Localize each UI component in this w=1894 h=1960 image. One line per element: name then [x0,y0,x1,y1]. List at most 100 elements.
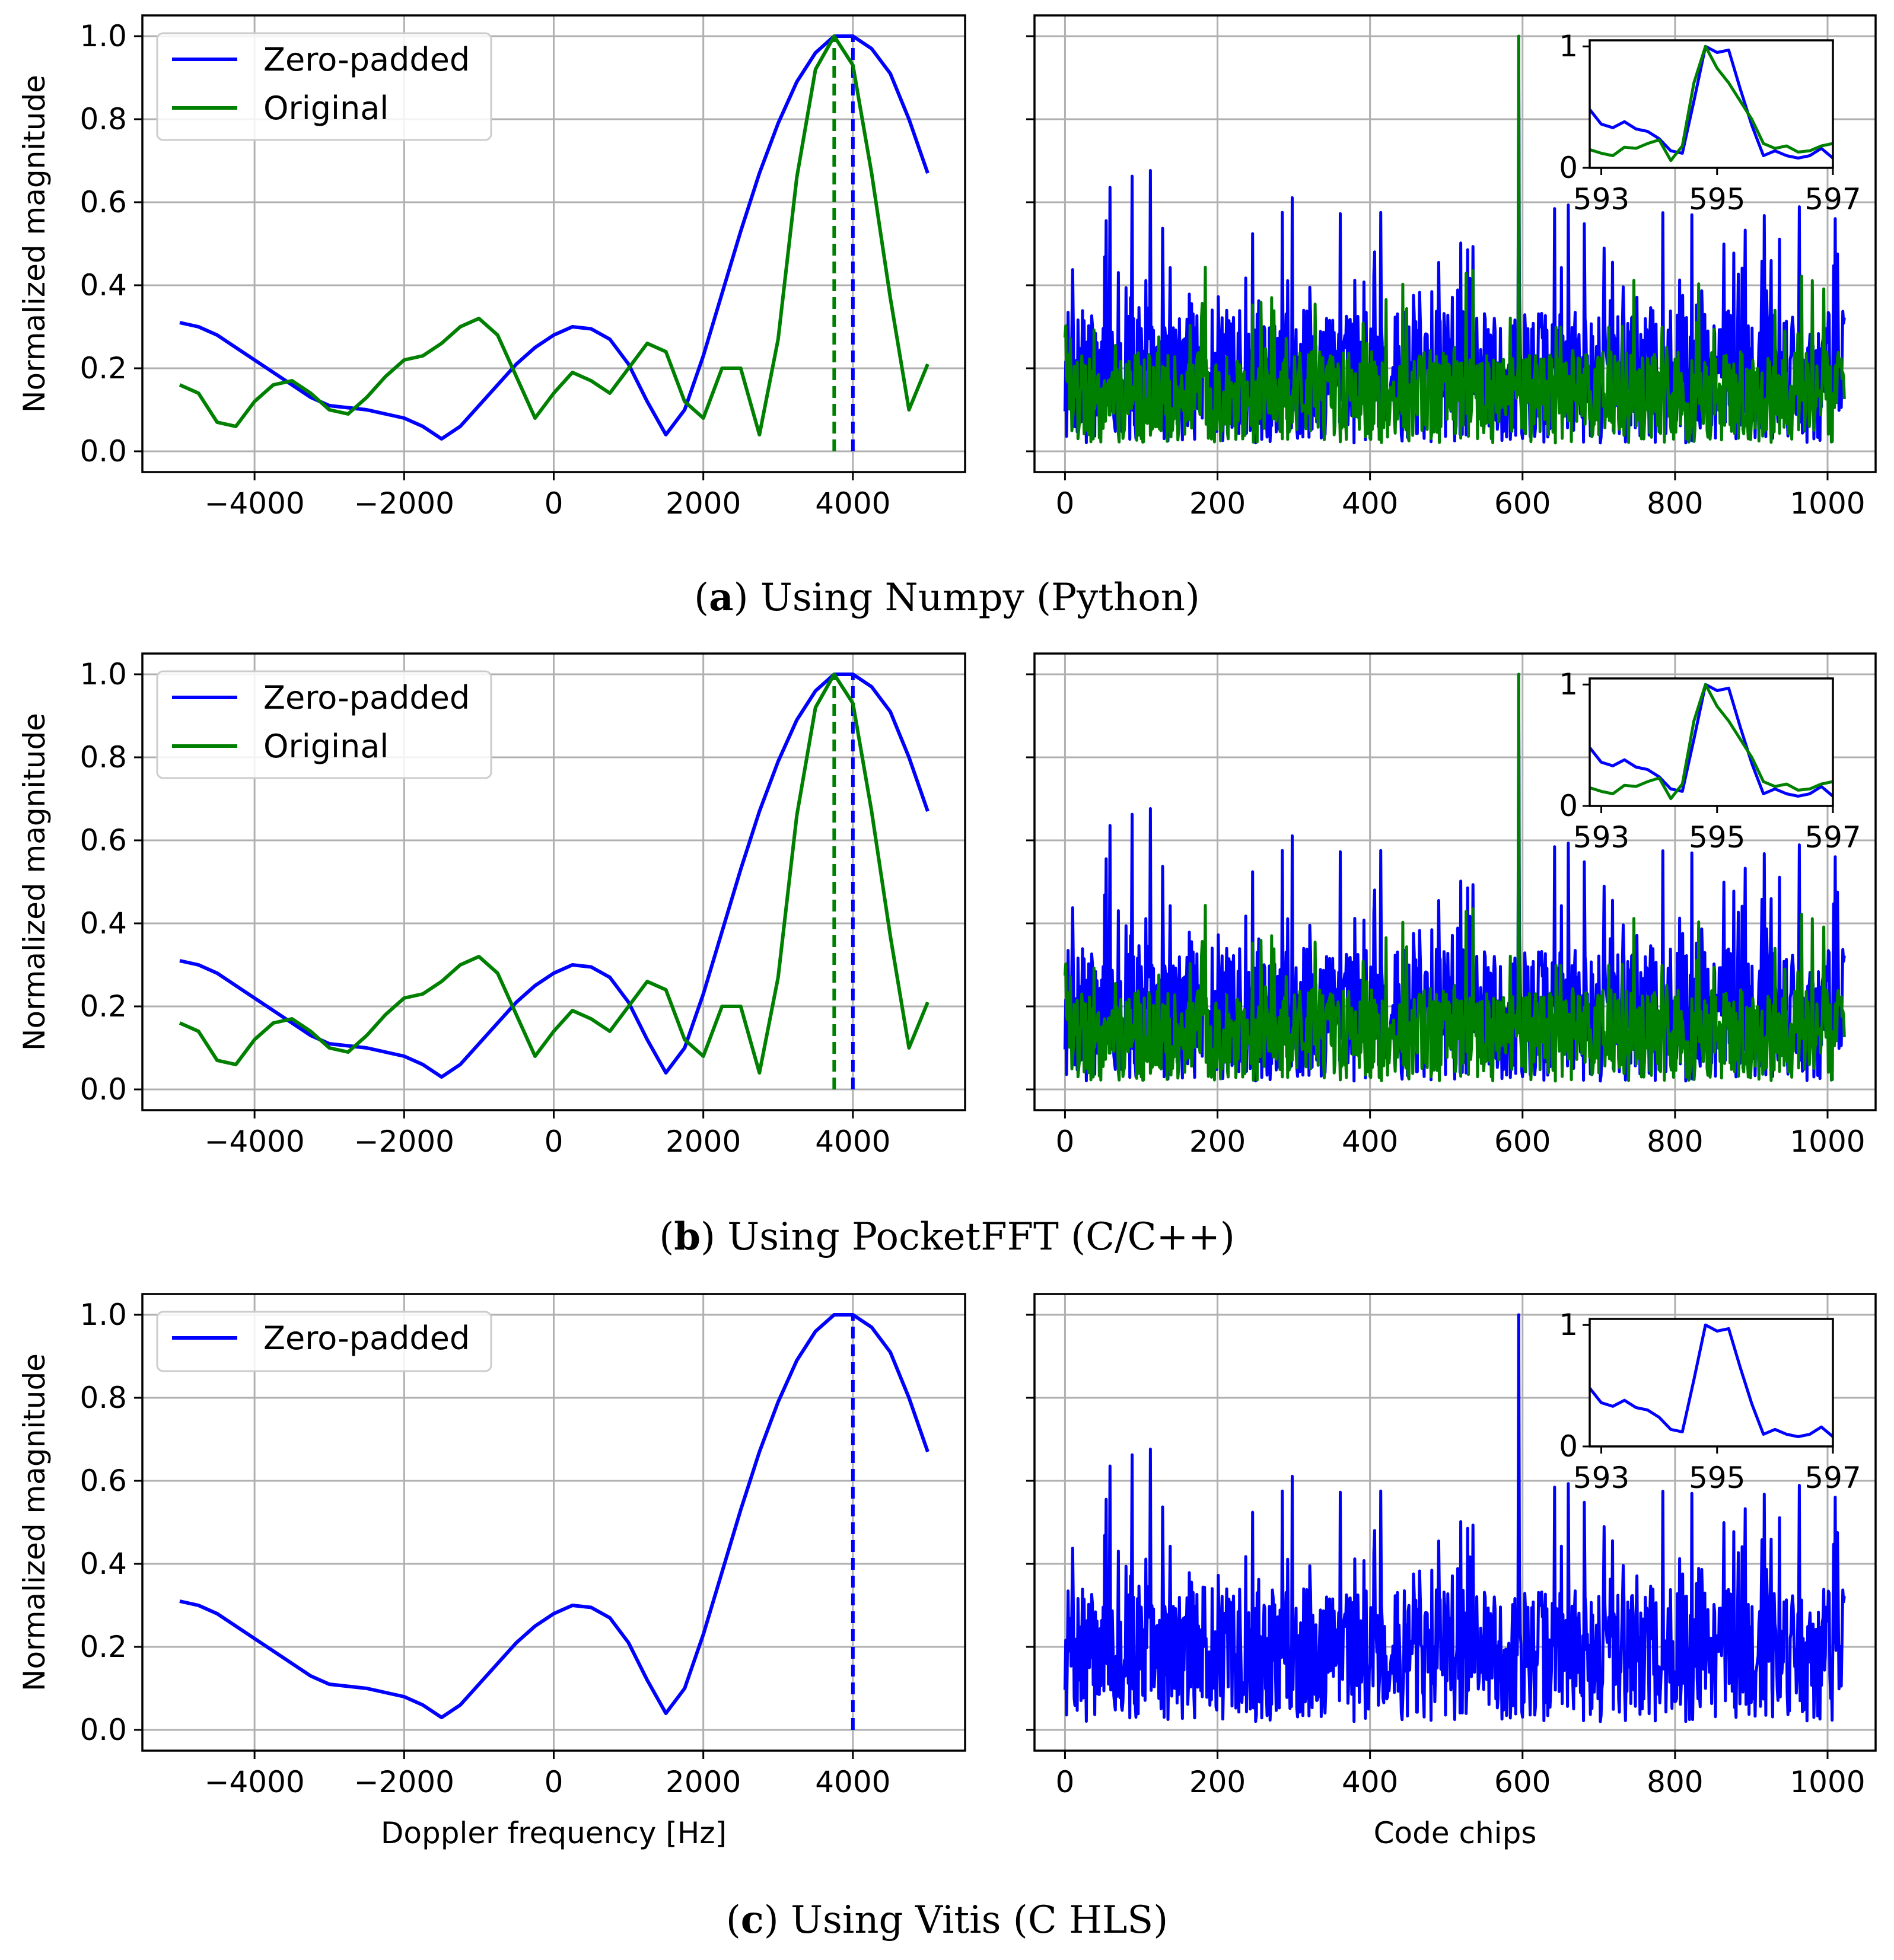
original-legend-label: Original [263,728,389,765]
legend: Zero-padded [156,1311,492,1372]
y-tick-label: 0.2 [79,989,127,1024]
inset-x-tick-label: 597 [1804,1461,1861,1495]
x-tick-label: 800 [1647,1765,1703,1799]
y-tick-label: 0.4 [79,906,127,941]
original-inset-line [1589,683,1833,801]
x-tick-label: 800 [1647,486,1703,521]
x-tick-label: 1000 [1790,1124,1865,1159]
y-tick-label: 0.8 [79,1381,127,1415]
x-tick-label: 4000 [815,486,890,521]
y-tick-label: 0.0 [79,434,127,469]
x-tick-label: −2000 [354,486,454,521]
inset-frame [1589,39,1834,169]
inset-x-tick-label: 593 [1573,1461,1629,1495]
doppler-plot-a: −4000 −2000 0 2000 4000 0.0 0.2 0.4 0.6 0.8 1.0 Nor… [17,14,966,521]
y-tick-label: 0.2 [79,351,127,385]
y-tick-label: 0.8 [79,740,127,775]
axes-frame [1033,14,1877,473]
zero_padded-doppler-line [179,1313,930,1719]
zero_padded-legend-label: Zero-padded [263,679,470,716]
inset-x-tick-label: 597 [1804,182,1861,216]
original-code-line [1063,34,1846,445]
inset-c: 593 595 597 0 1 [1559,1308,1861,1495]
y-tick-label: 1.0 [79,657,127,691]
inset-x-tick-label: 593 [1573,820,1629,855]
x-axis-label: Doppler frequency [Hz] [381,1816,727,1850]
inset-y-tick-label: 1 [1559,29,1578,63]
x-tick-label: −4000 [205,1124,305,1159]
y-tick-label: 1.0 [79,1298,127,1332]
x-tick-label: 600 [1494,1765,1551,1799]
y-tick-label: 0.8 [79,102,127,136]
x-tick-label: −4000 [205,486,305,521]
legend-box [156,1311,492,1372]
x-tick-label: −2000 [354,1124,454,1159]
inset-frame [1589,1318,1834,1448]
inset-frame [1589,677,1834,807]
y-axis-label: Normalized magnitude [17,75,52,413]
caption-c: (c) Using Vitis (C HLS) [725,1898,1169,1942]
x-tick-label: −2000 [354,1765,454,1799]
x-tick-label: 200 [1189,1124,1246,1159]
x-tick-label: 2000 [666,1765,741,1799]
x-tick-label: 600 [1494,1124,1551,1159]
zero_padded-inset-line [1589,1323,1834,1439]
x-tick-label: 400 [1342,1765,1398,1799]
x-tick-label: 1000 [1790,486,1865,521]
y-tick-label: 0.6 [79,185,127,219]
x-tick-label: 0 [545,1765,564,1799]
y-tick-label: 0.6 [79,823,127,858]
x-tick-label: 2000 [666,486,741,521]
inset-y-tick-label: 0 [1559,1429,1578,1464]
x-tick-label: 4000 [815,1124,890,1159]
y-tick-label: 0.0 [79,1072,127,1107]
x-axis-label: Code chips [1374,1816,1537,1850]
zero_padded-legend-label: Zero-padded [263,41,470,78]
inset-b: 593 595 597 0 1 [1559,667,1861,855]
original-legend-label: Original [263,90,389,127]
original-code-line [1063,673,1846,1083]
y-tick-label: 1.0 [79,19,127,53]
legend-box [156,670,492,779]
x-tick-label: 200 [1189,1765,1246,1799]
x-tick-label: 0 [1056,1765,1075,1799]
zero_padded-code-line [1063,1313,1846,1723]
zero_padded-inset-line [1589,683,1834,798]
caption-a: (a) Using Numpy (Python) [694,575,1200,620]
original-doppler-line [179,673,930,1075]
zero_padded-doppler-line [179,34,930,441]
y-tick-label: 0.4 [79,268,127,302]
x-tick-label: 1000 [1790,1765,1865,1799]
inset-x-tick-label: 595 [1689,1461,1745,1495]
axes-frame [1033,1293,1877,1752]
legend-box [156,32,492,141]
y-tick-label: 0.2 [79,1630,127,1664]
inset-x-tick-label: 595 [1689,820,1745,855]
caption-b: (b) Using PocketFFT (C/C++) [659,1215,1235,1259]
code-plot-b: 0 200 400 600 800 1000 593 595 597 0 1 [1026,652,1877,1159]
zero_padded-inset-line [1589,44,1834,160]
x-tick-label: 0 [1056,486,1075,521]
inset-x-tick-label: 595 [1689,182,1745,216]
legend: Zero-padded Original [156,32,492,141]
x-tick-label: 800 [1647,1124,1703,1159]
x-tick-label: 400 [1342,1124,1398,1159]
doppler-plot-c: −4000 −2000 0 2000 4000 0.0 0.2 0.4 0.6 0.8 1.0 Nor… [17,1293,966,1850]
doppler-plot-b: −4000 −2000 0 2000 4000 0.0 0.2 0.4 0.6 0.8 1.0 Nor… [17,652,966,1159]
inset-a: 593 595 597 0 1 [1559,29,1861,216]
inset-y-tick-label: 1 [1559,1308,1578,1342]
inset-y-tick-label: 0 [1559,151,1578,185]
y-axis-label: Normalized magnitude [17,713,52,1051]
code-plot-a: 0 200 400 600 800 1000 593 595 597 0 1 [1026,14,1877,521]
code-plot-c: 0 200 400 600 800 1000 Code chips 593 595 597 0 1 [1026,1293,1877,1850]
original-inset-line [1589,44,1833,162]
original-doppler-line [179,34,930,436]
x-tick-label: 200 [1189,486,1246,521]
zero_padded-legend-label: Zero-padded [263,1320,470,1357]
x-tick-label: 0 [545,486,564,521]
legend: Zero-padded Original [156,670,492,779]
inset-y-tick-label: 0 [1559,789,1578,823]
y-tick-label: 0.0 [79,1713,127,1747]
axes-frame [1033,652,1877,1111]
